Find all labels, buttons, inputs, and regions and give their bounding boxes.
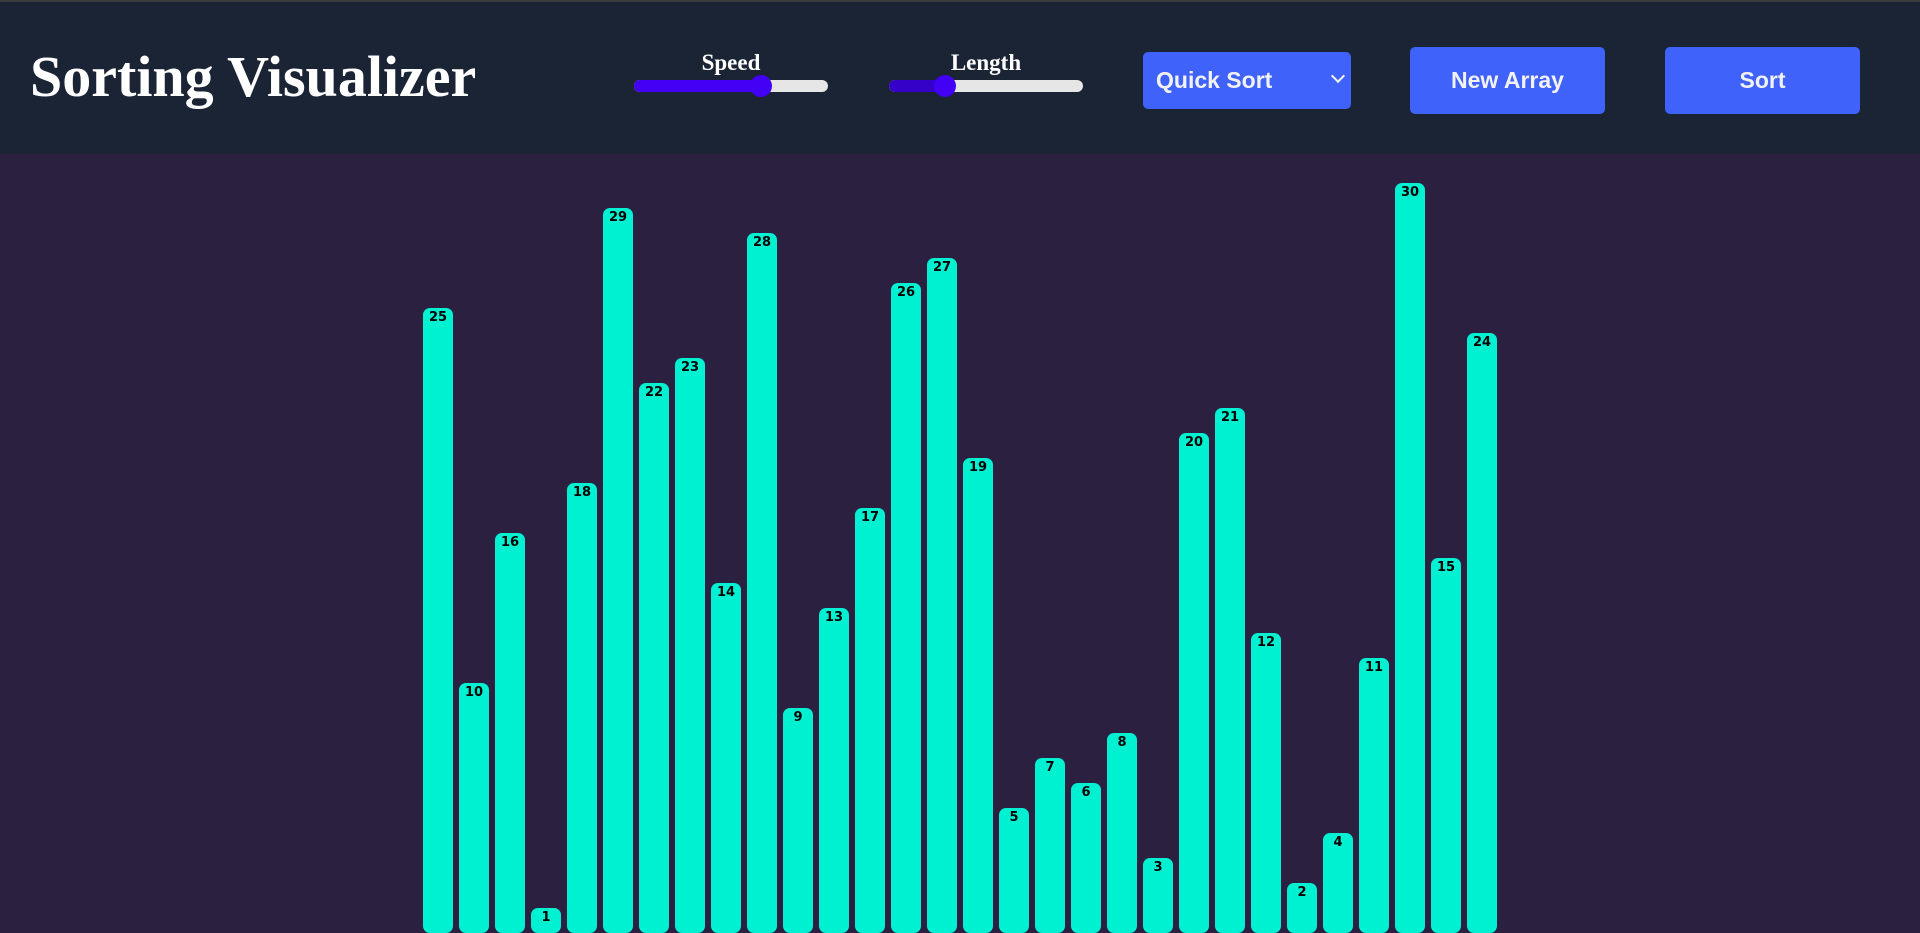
array-bar: 5	[999, 808, 1029, 933]
array-bar: 10	[459, 683, 489, 933]
array-bar: 22	[639, 383, 669, 933]
bar-chart: 25 10 16 1 18 29 22 23 14 28 9 13 17 26 27 19 5 7 6 8 3 20 21 1…	[0, 154, 1920, 933]
array-bar: 24	[1467, 333, 1497, 933]
array-bar: 26	[891, 283, 921, 933]
window-top-border	[0, 0, 1920, 2]
speed-slider[interactable]	[634, 75, 828, 97]
speed-slider-thumb[interactable]	[750, 75, 772, 97]
chevron-down-icon	[1330, 68, 1346, 84]
array-bar: 20	[1179, 433, 1209, 933]
array-bar: 14	[711, 583, 741, 933]
array-bar: 6	[1071, 783, 1101, 933]
array-bar: 11	[1359, 658, 1389, 933]
array-bar: 1	[531, 908, 561, 933]
speed-slider-fill	[634, 80, 762, 92]
sort-button[interactable]: Sort	[1665, 47, 1860, 114]
array-bar: 3	[1143, 858, 1173, 933]
array-bar: 28	[747, 233, 777, 933]
speed-control: Speed	[634, 50, 828, 97]
array-bar: 9	[783, 708, 813, 933]
array-bar: 18	[567, 483, 597, 933]
length-slider-thumb[interactable]	[934, 75, 956, 97]
array-bar: 29	[603, 208, 633, 933]
array-bar: 8	[1107, 733, 1137, 933]
app-header: Sorting Visualizer Speed Length Quick So…	[0, 2, 1920, 154]
array-bar: 15	[1431, 558, 1461, 933]
array-bar: 27	[927, 258, 957, 933]
array-bar: 30	[1395, 183, 1425, 933]
length-label: Length	[950, 50, 1022, 75]
array-bar: 17	[855, 508, 885, 933]
algorithm-select[interactable]: Quick Sort	[1143, 52, 1351, 109]
length-slider-fill	[889, 80, 945, 92]
array-bar: 12	[1251, 633, 1281, 933]
new-array-button[interactable]: New Array	[1410, 47, 1605, 114]
array-bar: 16	[495, 533, 525, 933]
algorithm-select-value: Quick Sort	[1156, 67, 1273, 93]
array-bar: 7	[1035, 758, 1065, 933]
array-bar: 19	[963, 458, 993, 933]
array-bar: 2	[1287, 883, 1317, 933]
speed-label: Speed	[701, 50, 761, 75]
page-title: Sorting Visualizer	[30, 44, 477, 109]
array-bar: 23	[675, 358, 705, 933]
length-control: Length	[889, 50, 1083, 97]
array-bar: 25	[423, 308, 453, 933]
array-bar: 21	[1215, 408, 1245, 933]
array-bar: 13	[819, 608, 849, 933]
array-bar: 4	[1323, 833, 1353, 933]
length-slider[interactable]	[889, 75, 1083, 97]
